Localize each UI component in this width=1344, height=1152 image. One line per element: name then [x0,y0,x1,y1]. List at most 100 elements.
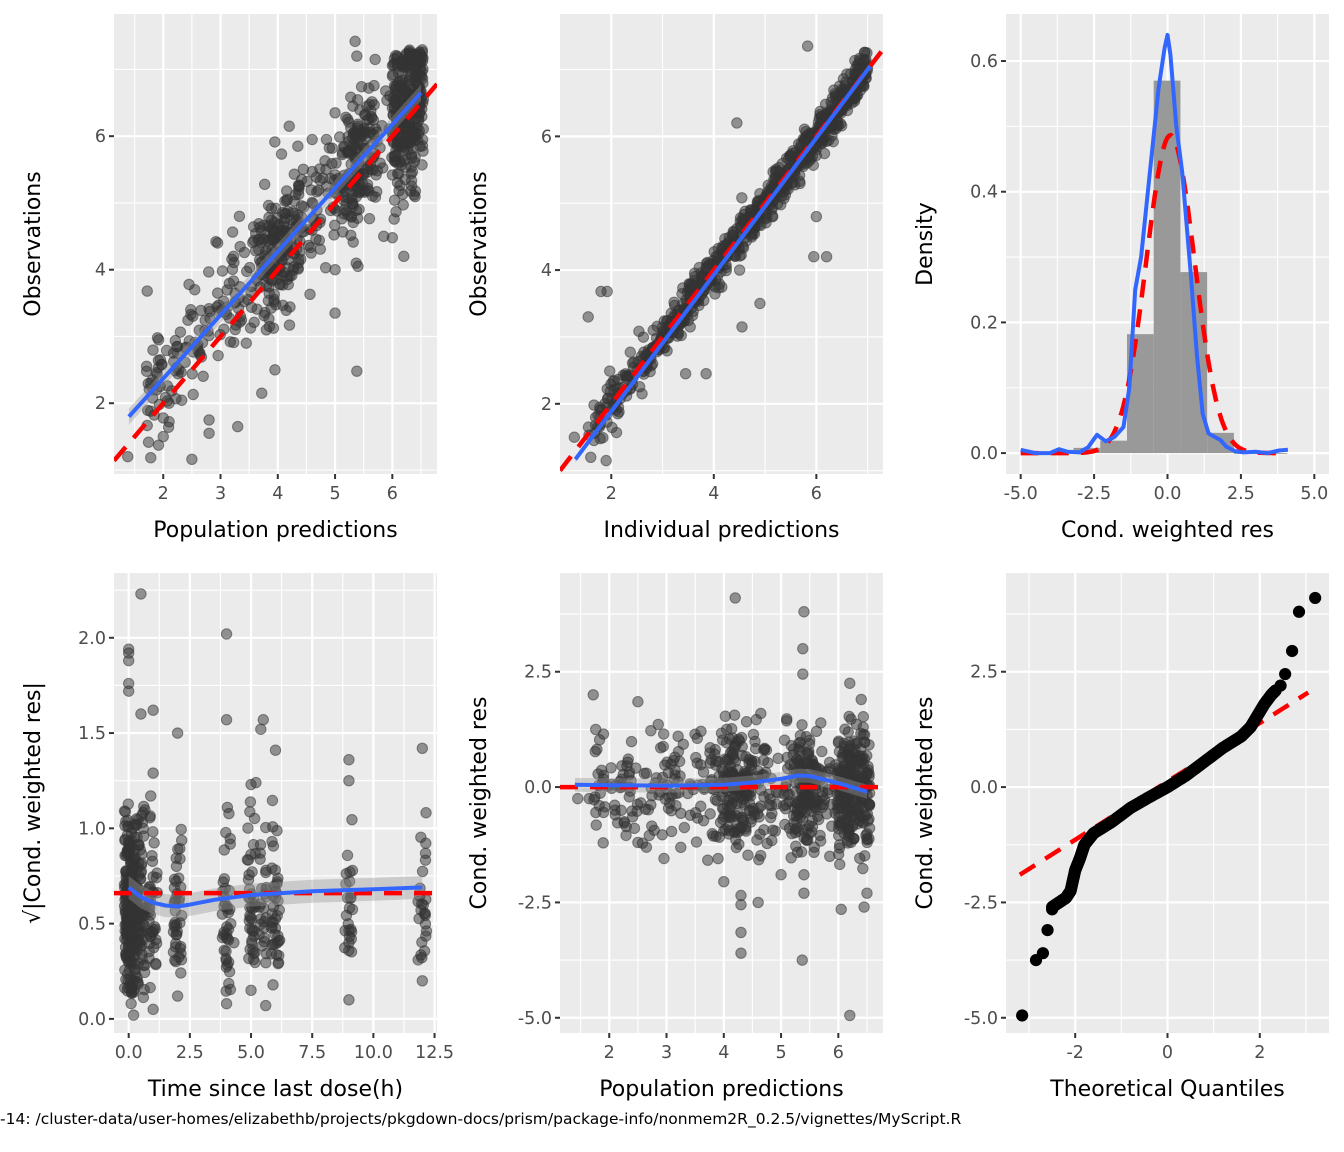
data-point [753,811,765,823]
data-point [148,837,160,849]
data-point [132,926,144,939]
data-point [220,628,233,640]
data-point [174,326,187,338]
data-point [304,288,316,300]
data-point [733,264,746,276]
x-tick-label: -2.5 [1077,484,1111,504]
data-point [729,592,741,604]
data-point [352,260,364,273]
data-point [729,770,742,783]
data-point [122,798,135,810]
data-point [623,769,635,781]
data-point [131,818,143,830]
data-point [719,710,732,722]
data-point [597,837,609,849]
x-tick-label: 0.0 [115,1043,143,1063]
y-tick-label: 0.4 [970,183,998,203]
data-point [835,903,847,916]
data-point [766,834,778,847]
data-point [275,148,288,160]
qq-point [1046,903,1059,916]
data-point [675,841,687,854]
data-point [833,839,846,851]
data-point [245,984,257,997]
smooth-line [574,773,868,794]
data-point [183,335,195,347]
data-point [738,814,750,827]
data-point [798,123,811,135]
data-point [601,285,613,298]
data-point [269,136,281,148]
data-point [223,977,235,990]
data-point [704,808,716,820]
data-point [270,949,283,961]
data-point [340,198,352,210]
data-point [220,997,233,1010]
data-point [320,133,333,146]
data-point [661,756,673,768]
x-tick-label: 4 [708,484,719,504]
data-point [420,930,432,942]
y-tick-label: 2.5 [970,663,998,683]
data-point [152,334,165,346]
panel-cwres-histogram: -5.0 -2.5 0.0 2.5 5.0 0.0 0.2 0.4 0.6 Cond. weigh… [913,14,1329,543]
data-point [677,282,689,294]
data-point [798,887,810,899]
data-point [610,426,623,439]
data-point [707,830,719,842]
data-point [145,452,157,464]
data-point [269,744,282,756]
data-point [147,344,159,356]
data-point [597,728,610,740]
x-tick-label: 5.0 [237,1043,265,1063]
data-point [259,178,271,191]
data-point [223,277,236,290]
y-axis-title: √|Cond. weighted res| [21,682,46,924]
data-point [754,297,766,310]
data-point [861,766,873,779]
data-point [863,822,876,834]
y-axis-title: Cond. weighted res [913,697,938,910]
data-point [174,853,186,865]
x-tick-label: 2 [1254,1043,1265,1063]
plot-area [1020,32,1289,456]
x-tick-label: 2 [606,484,617,504]
data-point [301,175,313,188]
data-point [824,850,836,862]
data-point [256,940,268,952]
data-point [238,246,251,259]
data-point [204,305,216,318]
data-point [572,792,584,805]
data-point [735,899,747,911]
data-point [343,875,356,888]
data-point [807,791,819,803]
data-point [329,264,341,276]
data-point [244,806,256,818]
x-tick-label: 5.0 [1300,484,1328,504]
data-point [240,337,252,349]
x-tick-label: 0 [1162,1043,1173,1063]
data-point [218,873,231,885]
data-point [775,869,787,881]
data-point [740,716,753,728]
data-point [154,354,167,366]
y-tick-label: 0.6 [970,52,998,72]
data-point [834,858,846,871]
data-point [857,711,870,723]
data-point [254,853,266,865]
data-point [639,803,652,815]
data-point [343,775,355,787]
data-point [266,794,279,807]
data-point [226,226,239,238]
data-point [386,231,399,244]
y-tick-label: -2.5 [964,893,998,913]
data-point [146,926,159,938]
data-point [255,236,267,248]
data-point [228,336,240,349]
qq-point [1036,947,1050,960]
y-axis-title: Density [913,202,938,286]
data-point [388,151,400,163]
data-point [393,185,405,197]
y-tick-label: 0.5 [78,915,106,935]
data-point [797,668,809,680]
